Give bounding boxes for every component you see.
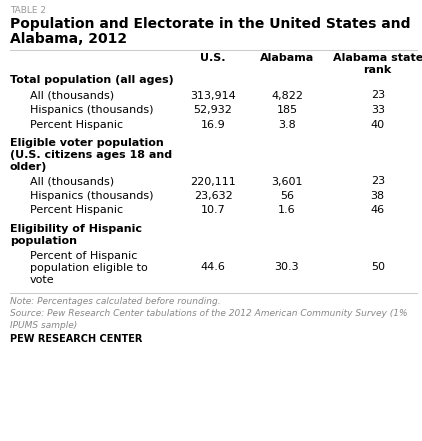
Text: Percent Hispanic: Percent Hispanic — [30, 206, 123, 216]
Text: 3.8: 3.8 — [278, 120, 296, 130]
Text: Alabama: Alabama — [260, 53, 314, 63]
Text: 30.3: 30.3 — [275, 262, 299, 273]
Text: Eligibility of Hispanic
population: Eligibility of Hispanic population — [10, 224, 142, 246]
Text: 33: 33 — [371, 105, 385, 115]
Text: Percent Hispanic: Percent Hispanic — [30, 120, 123, 130]
Text: 23: 23 — [371, 90, 385, 101]
Text: 40: 40 — [371, 120, 385, 130]
Text: PEW RESEARCH CENTER: PEW RESEARCH CENTER — [10, 333, 142, 344]
Text: Total population (all ages): Total population (all ages) — [10, 75, 174, 85]
Text: 44.6: 44.6 — [201, 262, 225, 273]
Text: Alabama state
rank: Alabama state rank — [333, 53, 422, 75]
Text: Population and Electorate in the United States and: Population and Electorate in the United … — [10, 17, 411, 31]
Text: All (thousands): All (thousands) — [30, 90, 114, 101]
Text: Eligible voter population
(U.S. citizens ages 18 and
older): Eligible voter population (U.S. citizens… — [10, 138, 172, 172]
Text: 4,822: 4,822 — [271, 90, 303, 101]
Text: 3,601: 3,601 — [271, 176, 303, 187]
Text: 23,632: 23,632 — [194, 191, 233, 201]
Text: All (thousands): All (thousands) — [30, 176, 114, 187]
Text: 38: 38 — [371, 191, 385, 201]
Text: U.S.: U.S. — [200, 53, 226, 63]
Text: 50: 50 — [371, 262, 385, 273]
Text: 23: 23 — [371, 176, 385, 187]
Text: Percent of Hispanic
population eligible to
vote: Percent of Hispanic population eligible … — [30, 251, 148, 285]
Text: Alabama, 2012: Alabama, 2012 — [10, 32, 127, 46]
Text: 46: 46 — [371, 206, 385, 216]
Text: Hispanics (thousands): Hispanics (thousands) — [30, 191, 154, 201]
Text: Hispanics (thousands): Hispanics (thousands) — [30, 105, 154, 115]
Text: TABLE 2: TABLE 2 — [10, 6, 46, 15]
Text: 185: 185 — [276, 105, 298, 115]
Text: 52,932: 52,932 — [194, 105, 233, 115]
Text: 16.9: 16.9 — [201, 120, 225, 130]
Text: 56: 56 — [280, 191, 294, 201]
Text: 220,111: 220,111 — [190, 176, 236, 187]
Text: 10.7: 10.7 — [201, 206, 225, 216]
Text: 313,914: 313,914 — [190, 90, 236, 101]
Text: 1.6: 1.6 — [278, 206, 296, 216]
Text: Source: Pew Research Center tabulations of the 2012 American Community Survey (1: Source: Pew Research Center tabulations … — [10, 310, 408, 329]
Text: Note: Percentages calculated before rounding.: Note: Percentages calculated before roun… — [10, 298, 221, 306]
